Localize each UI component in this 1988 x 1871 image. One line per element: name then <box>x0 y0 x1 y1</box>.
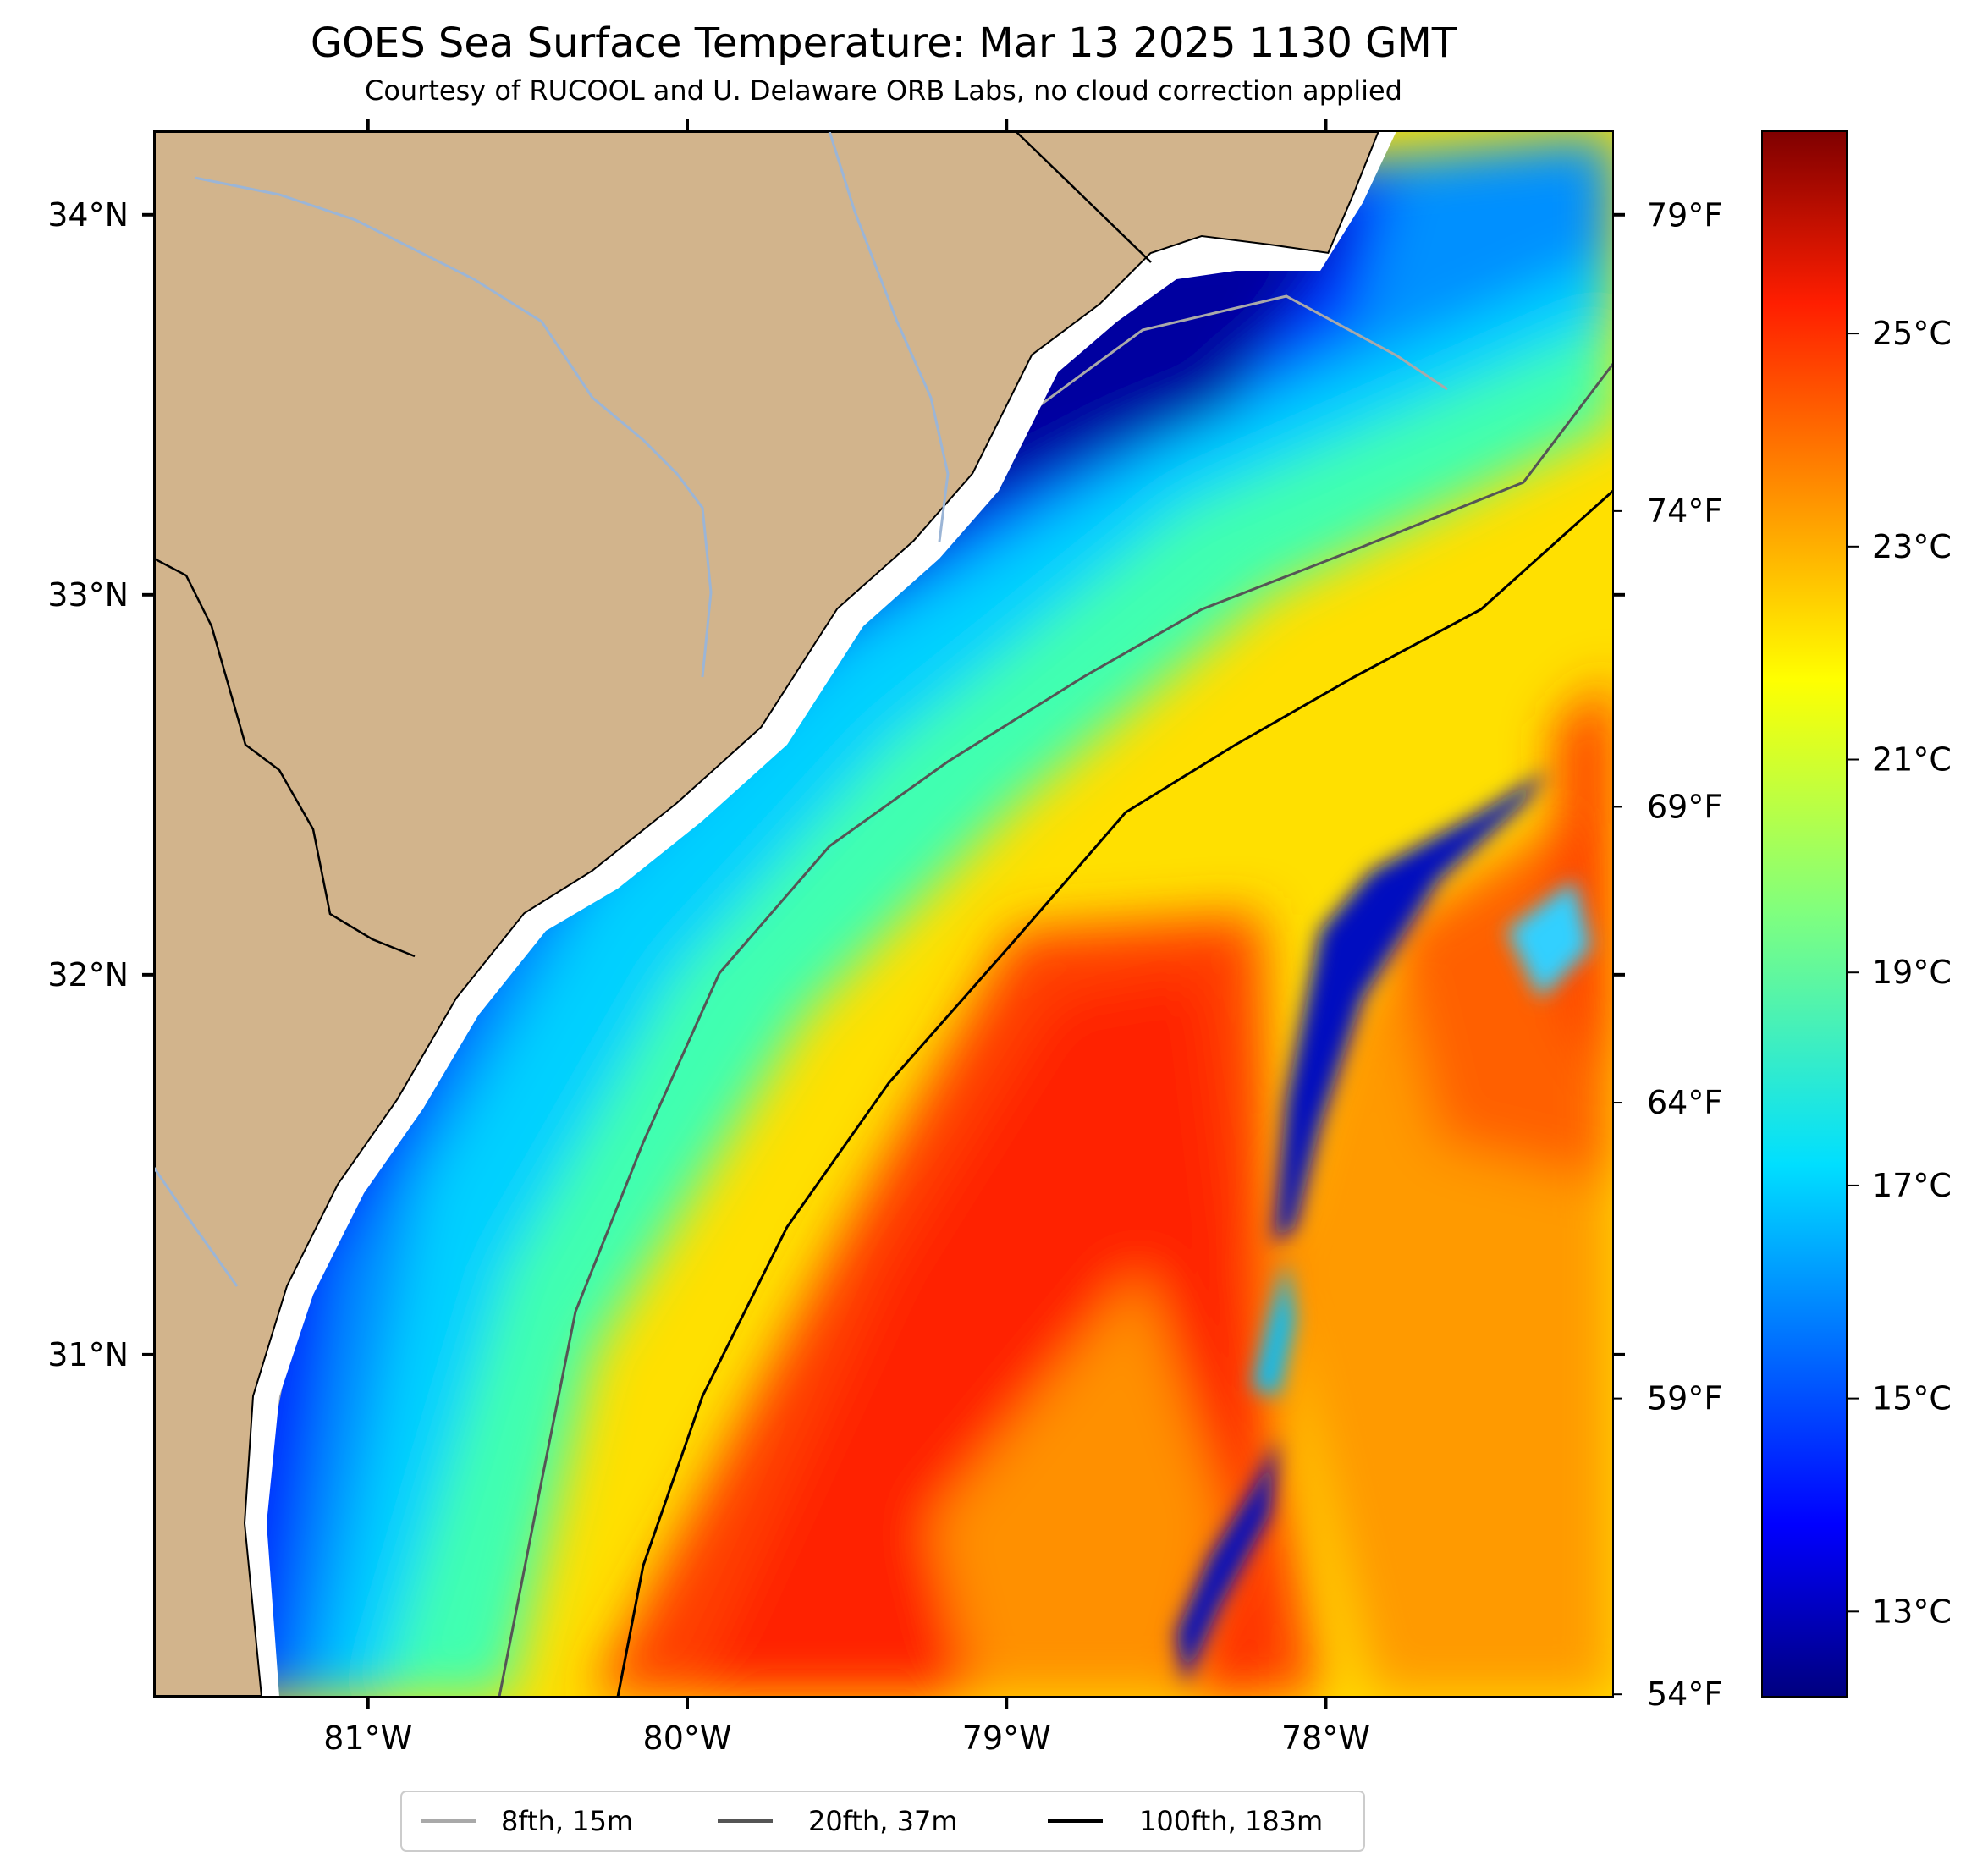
colorbar <box>1761 130 1848 1698</box>
colorbar-tick-label: 15°C <box>1872 1380 1952 1417</box>
legend-label-100fth: 100fth, 183m <box>1139 1805 1323 1837</box>
fahrenheit-tick-label: 69°F <box>1647 788 1722 825</box>
colorbar-tick-group: 25°C 23°C 21°C 19°C 17°C 15°C 13°C <box>1847 315 1952 1630</box>
legend-label-20fth: 20fth, 37m <box>808 1805 957 1837</box>
legend-box <box>400 1791 1365 1852</box>
fahrenheit-tick-group: 79°F 74°F 69°F 64°F 59°F 54°F <box>1613 196 1722 1713</box>
sst-warm-field <box>592 677 1613 1697</box>
river-3 <box>154 1167 239 1287</box>
river-1 <box>194 176 713 678</box>
state-boundary <box>154 557 416 958</box>
isobath-20fth <box>498 363 1613 1697</box>
colorbar-tick-label: 23°C <box>1872 528 1952 565</box>
colorbar-tick-label: 19°C <box>1872 954 1952 991</box>
colorbar-tick-label: 21°C <box>1872 741 1952 779</box>
fahrenheit-tick-label: 54°F <box>1647 1676 1722 1713</box>
fahrenheit-tick-label: 74°F <box>1647 493 1722 530</box>
map-area <box>154 131 1613 1697</box>
fahrenheit-tick-label: 64°F <box>1647 1084 1722 1121</box>
fahrenheit-tick-label: 79°F <box>1647 196 1722 234</box>
isobath-100fth <box>616 489 1613 1697</box>
state-boundary-2 <box>1015 131 1152 263</box>
legend-label-8fth: 8fth, 15m <box>501 1805 633 1837</box>
colorbar-tick-label: 13°C <box>1872 1593 1952 1630</box>
lon-tick-label: 78°W <box>1281 1720 1370 1757</box>
lon-tick-label: 81°W <box>323 1720 412 1757</box>
lat-tick-label: 34°N <box>47 196 129 234</box>
map-title: GOES Sea Surface Temperature: Mar 13 202… <box>311 19 1457 67</box>
lat-tick-label: 32°N <box>47 956 129 993</box>
lon-tick-group: 81°W 80°W 79°W 78°W <box>323 119 1370 1757</box>
fahrenheit-tick-label: 59°F <box>1647 1380 1722 1417</box>
sst-cold-filaments <box>1176 770 1591 1684</box>
map-subtitle: Courtesy of RUCOOL and U. Delaware ORB L… <box>365 74 1402 107</box>
colorbar-tick-label: 17°C <box>1872 1167 1952 1204</box>
lon-tick-label: 79°W <box>962 1720 1051 1757</box>
lat-tick-label: 33°N <box>47 576 129 614</box>
lat-tick-label: 31°N <box>47 1336 129 1373</box>
lat-tick-group: 34°N 33°N 32°N 31°N <box>47 196 1625 1373</box>
isobath-legend: 8fth, 15m 20fth, 37m 100fth, 183m <box>400 1791 1365 1852</box>
map-frame <box>153 130 1614 1698</box>
colorbar-tick-label: 25°C <box>1872 315 1952 352</box>
river-2 <box>828 131 950 542</box>
lon-tick-label: 80°W <box>643 1720 732 1757</box>
